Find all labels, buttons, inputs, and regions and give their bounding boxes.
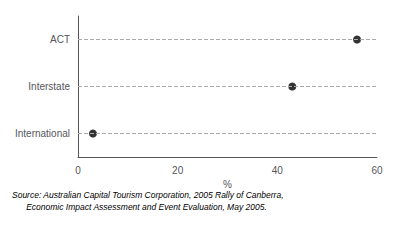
svg-text:Interstate: Interstate bbox=[28, 81, 70, 92]
svg-text:%: % bbox=[223, 179, 232, 190]
svg-text:ACT: ACT bbox=[50, 34, 70, 45]
svg-text:Source: Australian Capital Tou: Source: Australian Capital Tourism Corpo… bbox=[12, 190, 284, 200]
svg-text:Economic Impact Assessment and: Economic Impact Assessment and Event Eva… bbox=[12, 202, 267, 212]
svg-text:60: 60 bbox=[371, 165, 383, 176]
svg-text:0: 0 bbox=[75, 165, 81, 176]
svg-text:International: International bbox=[15, 128, 70, 139]
svg-text:40: 40 bbox=[272, 165, 284, 176]
svg-text:20: 20 bbox=[172, 165, 184, 176]
